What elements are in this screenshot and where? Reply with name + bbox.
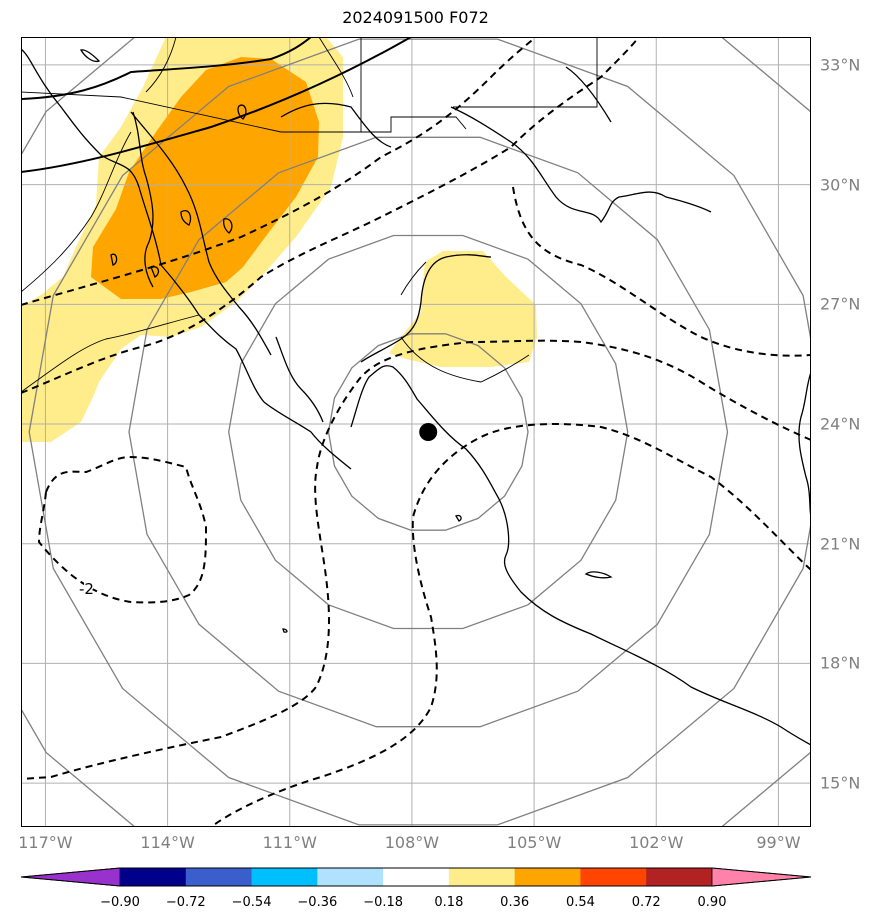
latitude-label: 24°N <box>820 414 861 434</box>
colorbar-segment <box>251 868 318 886</box>
colorbar-extend-low <box>20 867 121 887</box>
dashed-contours <box>22 38 810 826</box>
longitude-label: 108°W <box>384 833 440 852</box>
latitude-label: 33°N <box>820 55 861 75</box>
longitude-label: 117°W <box>18 833 73 852</box>
latitude-label: 15°N <box>820 773 861 793</box>
contour-label: -2 <box>79 580 94 598</box>
colorbar-tick-label: 0.54 <box>565 895 595 910</box>
colorbar-segment <box>514 868 581 886</box>
longitude-label: 111°W <box>262 833 317 852</box>
coastlines <box>22 49 810 746</box>
colorbar-tick-label: −0.18 <box>363 895 404 910</box>
longitude-label: 102°W <box>629 833 684 852</box>
latitude-label: 21°N <box>820 534 861 554</box>
longitude-label: 99°W <box>756 833 801 852</box>
colorbar <box>20 867 812 887</box>
map-panel: -2 <box>21 37 811 827</box>
map-title: 2024091500 F072 <box>342 8 489 27</box>
colorbar-tick-label: −0.90 <box>100 895 140 910</box>
map-canvas: -2 <box>22 38 810 826</box>
range-ring <box>327 333 529 531</box>
colorbar-tick-label: −0.54 <box>231 895 272 910</box>
colorbar-tick-label: 0.90 <box>697 895 727 910</box>
colorbar-segment <box>580 868 647 886</box>
political-borders <box>22 38 598 392</box>
colorbar-segment <box>317 868 384 886</box>
colorbar-outline <box>20 867 812 887</box>
longitude-label: 105°W <box>506 833 562 852</box>
colorbar-segment <box>185 868 253 886</box>
anomaly-fill-orange-nw <box>91 57 319 299</box>
latitude-label: 27°N <box>820 294 861 314</box>
latitude-label: 18°N <box>820 653 861 673</box>
colorbar-tick-label: 0.36 <box>500 895 530 910</box>
range-ring <box>28 38 810 826</box>
solid-height-contours <box>22 38 412 173</box>
colorbar-tick-label: 0.18 <box>434 895 464 910</box>
longitude-label: 114°W <box>140 833 195 852</box>
colorbar-extend-high <box>711 867 812 887</box>
colorbar-segment <box>120 868 187 886</box>
colorbar-segment <box>383 868 450 886</box>
colorbar-segment <box>646 868 713 886</box>
colorbar-tick-label: −0.36 <box>297 895 338 910</box>
range-ring <box>228 234 629 630</box>
latitude-label: 30°N <box>820 175 861 195</box>
anomaly-fill-light-center <box>389 251 537 367</box>
colorbar-segment <box>448 868 516 886</box>
range-ring <box>128 136 729 728</box>
colorbar-tick-label: −0.72 <box>165 895 206 910</box>
storm-center-marker <box>419 423 438 441</box>
colorbar-tick-label: 0.72 <box>631 895 661 910</box>
range-rings <box>22 38 810 826</box>
